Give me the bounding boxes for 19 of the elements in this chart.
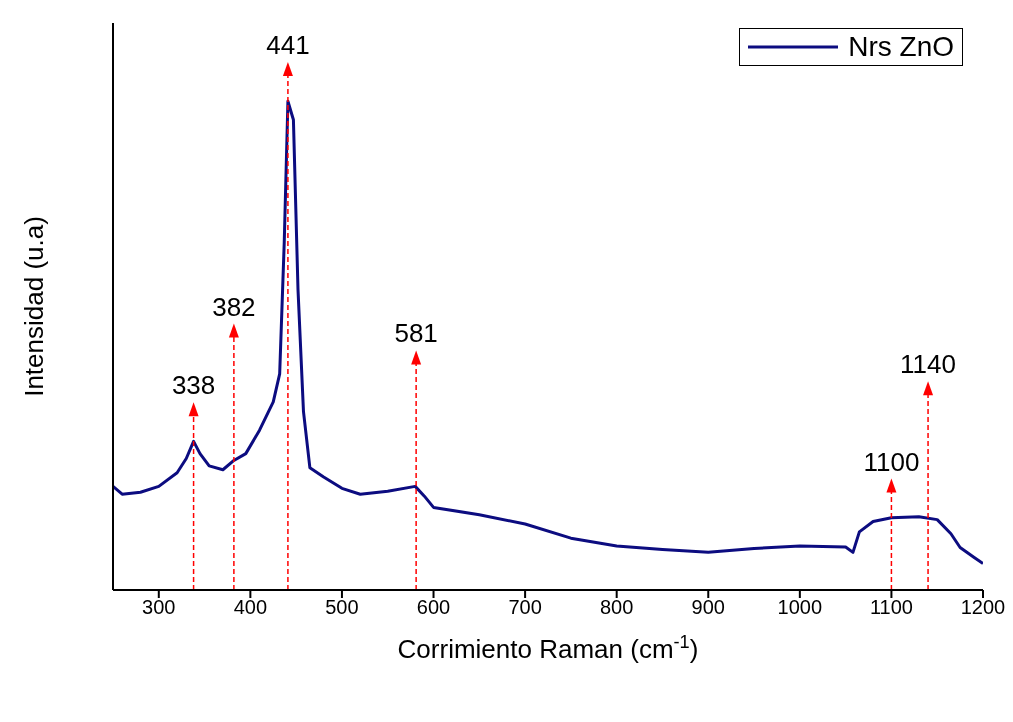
x-tick-label: 1200 [960,596,1006,619]
x-tick-label: 1100 [869,596,913,619]
x-tick-label: 900 [691,596,725,619]
ref-line-label: 338 [171,370,216,401]
x-tick-label: 1000 [777,596,823,619]
x-tick-label: 700 [508,596,542,619]
ref-line-label: 382 [212,291,256,322]
ref-line-label: 581 [394,318,438,349]
ref-line-label: 441 [266,30,310,61]
x-tick-label: 600 [416,596,451,619]
x-tick-label: 300 [142,596,176,619]
ref-line-label: 1140 [900,349,957,380]
x-tick-label: 400 [233,596,268,619]
legend-label: Nrs ZnO [848,31,954,63]
x-tick-label: 500 [325,596,359,619]
ref-line-label: 1100 [863,446,920,477]
y-axis-title: Intensidad (u.a) [19,216,49,397]
x-axis-title: Corrimiento Raman (cm$^{-1}$) [397,632,699,664]
x-tick-label: 800 [600,596,634,619]
